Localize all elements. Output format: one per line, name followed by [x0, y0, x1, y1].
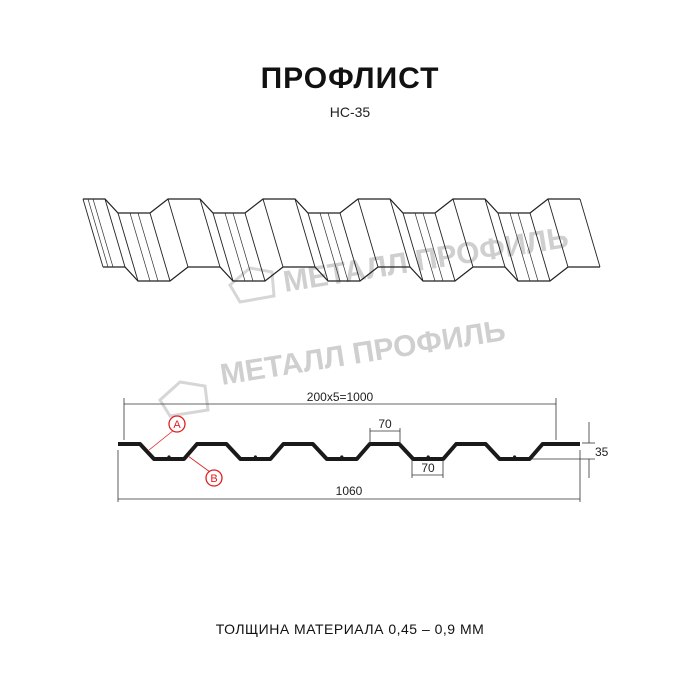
sheet-rib-line — [129, 212, 151, 282]
svg-text:A: A — [173, 419, 181, 431]
sheet-fold-line — [244, 212, 266, 282]
sheet-fold-line — [529, 212, 551, 282]
sheet-fold-line — [307, 212, 329, 282]
dimension-pitch-label: 200х5=1000 — [307, 390, 374, 404]
sheet-fold-line — [389, 198, 411, 268]
sheet-fold-line — [434, 212, 456, 282]
material-thickness-note: ТОЛЩИНА МАТЕРИАЛА 0,45 – 0,9 ММ — [215, 621, 485, 637]
sheet-fold-line — [579, 198, 601, 268]
sheet-rib-line — [232, 212, 254, 282]
model-subtitle: НС-35 — [329, 104, 371, 120]
sheet-fold-line — [167, 198, 189, 268]
sheet-rib-line — [414, 212, 436, 282]
sheet-fold-line — [339, 212, 361, 282]
sheet-fold-line — [547, 198, 569, 268]
sheet-rib-line — [509, 212, 531, 282]
profile-section-line — [118, 442, 580, 461]
sheet-rib-line — [422, 212, 444, 282]
sheet-edge-rib — [87, 198, 109, 268]
svg-text:МЕТАЛЛ ПРОФИЛЬ: МЕТАЛЛ ПРОФИЛЬ — [218, 314, 508, 392]
sheet-fold-line — [497, 212, 519, 282]
sheet-fold-line — [212, 212, 234, 282]
callout-b: B — [187, 455, 223, 487]
profile-cross-section — [118, 442, 580, 461]
dimension-valley-label: 70 — [421, 461, 435, 475]
sheet-rib-line — [517, 212, 539, 282]
sheet-fold-line — [82, 198, 104, 268]
sheet-fold-line — [262, 198, 284, 268]
callout-a: A — [148, 415, 186, 451]
sheet-fold-line — [484, 198, 506, 268]
dimension-crest-label: 70 — [378, 417, 392, 431]
dimension-height-label: 35 — [595, 445, 609, 459]
stiffener-rib — [167, 455, 171, 459]
sheet-fold-line — [199, 198, 221, 268]
sheet-fold-line — [149, 212, 171, 282]
sheet-fold-line — [357, 198, 379, 268]
svg-text:МЕТАЛЛ ПРОФИЛЬ: МЕТАЛЛ ПРОФИЛЬ — [281, 221, 571, 299]
profile-3d-view — [82, 198, 601, 282]
sheet-fold-line — [294, 198, 316, 268]
sheet-edge-rib — [92, 198, 114, 268]
sheet-rib-line — [327, 212, 349, 282]
sheet-bottom-edge — [103, 266, 600, 282]
stiffener-rib — [253, 455, 257, 459]
sheet-rib-line — [319, 212, 341, 282]
dimension-total-label: 1060 — [336, 484, 363, 498]
sheet-fold-line — [402, 212, 424, 282]
sheet-rib-line — [137, 212, 159, 282]
svg-text:B: B — [210, 473, 217, 485]
sheet-fold-line — [104, 198, 126, 268]
stiffener-rib — [340, 455, 344, 459]
sheet-top-edge — [83, 198, 580, 214]
stiffener-rib — [426, 455, 430, 459]
stiffener-rib — [513, 455, 517, 459]
page-title: ПРОФЛИСТ — [260, 62, 440, 95]
sheet-rib-line — [224, 212, 246, 282]
dimension-lines — [117, 398, 595, 502]
sheet-fold-line — [117, 212, 139, 282]
sheet-fold-line — [452, 198, 474, 268]
